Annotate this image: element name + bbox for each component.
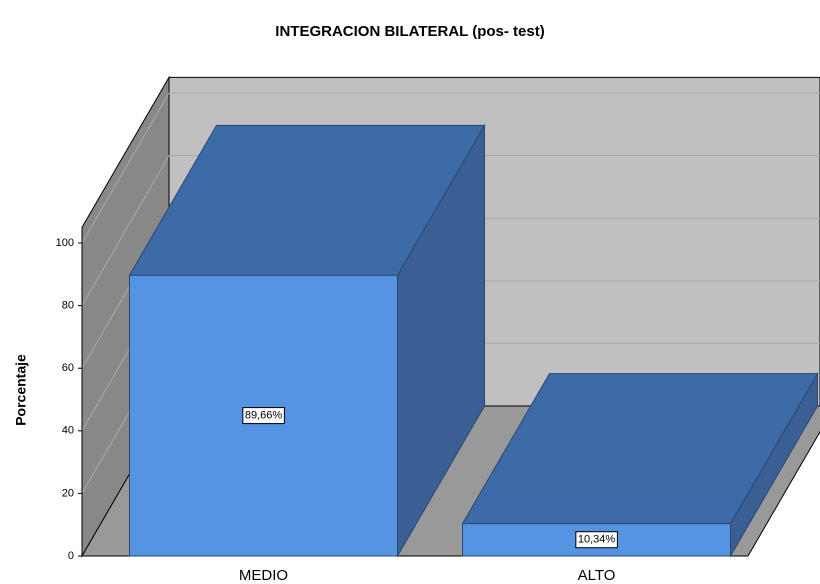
chart-title: INTEGRACION BILATERAL (pos- test) xyxy=(275,23,544,40)
y-axis-label: Porcentaje xyxy=(13,354,29,426)
value-label-group: 10,34% xyxy=(575,531,618,549)
grid-line xyxy=(81,92,170,244)
value-label-group: 89,66% xyxy=(242,407,285,425)
y-tick-label: 60 xyxy=(62,362,74,374)
y-tick-label: 20 xyxy=(62,487,74,499)
value-label: 89,66% xyxy=(245,410,283,422)
value-label-box xyxy=(575,531,618,549)
x-tick-label: MEDIO xyxy=(239,567,288,584)
value-label: 10,34% xyxy=(578,534,616,546)
value-label-box xyxy=(242,407,285,425)
y-tick-label: 80 xyxy=(62,300,74,312)
y-tick-label: 40 xyxy=(62,425,74,437)
grid-line xyxy=(81,155,170,306)
x-tick-label: ALTO xyxy=(578,567,616,584)
y-tick-label: 100 xyxy=(56,237,74,249)
y-tick-label: 0 xyxy=(68,550,74,562)
bar xyxy=(462,523,731,557)
